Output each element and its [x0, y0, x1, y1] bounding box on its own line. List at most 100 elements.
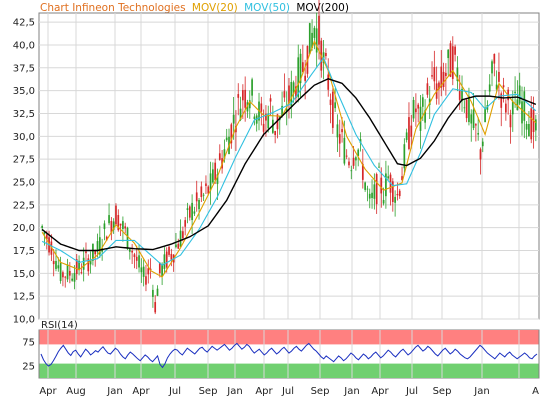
candle: [410, 114, 413, 149]
candle: [387, 165, 390, 180]
candle: [128, 248, 131, 260]
candle: [186, 202, 189, 224]
candle: [267, 105, 270, 133]
candle: [521, 86, 523, 136]
candle: [288, 78, 290, 119]
candle: [368, 188, 371, 209]
candle: [315, 12, 318, 69]
candle: [454, 44, 456, 62]
candle: [177, 238, 180, 250]
legend-mov50: MOV(50): [244, 2, 290, 14]
candle: [391, 178, 394, 212]
candle: [528, 111, 530, 137]
candle: [87, 254, 90, 276]
candle: [230, 122, 233, 149]
rsi-panel: 25 75 RSI(14): [22, 320, 540, 379]
candle: [73, 265, 76, 290]
candle: [94, 249, 97, 267]
candle: [200, 181, 203, 203]
candle: [260, 96, 263, 126]
candle: [449, 40, 452, 78]
price-tick-labels: 10,0 12,5 15,0 17,5 20,0 22,5 25,0 27,5 30,0 32,5…: [13, 18, 35, 326]
x-tick-label: Apr: [132, 386, 150, 397]
candle: [75, 253, 78, 280]
candle: [290, 70, 293, 119]
candle: [463, 100, 466, 113]
candle: [276, 113, 279, 139]
candle: [239, 96, 242, 122]
rsi-tick-labels: 25 75: [22, 338, 35, 373]
candle: [493, 53, 496, 77]
x-axis-labels: Apr Aug Jan Apr Jul Sep Jan Apr Jul Sep Jan Apr Jul S…: [39, 386, 539, 397]
candle: [509, 109, 512, 144]
candle: [89, 251, 92, 274]
mov20-line: [41, 39, 537, 278]
price-tick-label: 42,5: [13, 18, 35, 29]
candle: [205, 175, 207, 195]
candle: [126, 226, 129, 251]
candle: [447, 49, 450, 76]
candle: [426, 77, 429, 98]
price-tick-label: 32,5: [13, 109, 35, 120]
candle: [361, 149, 364, 189]
x-tick-label: Jul: [405, 386, 418, 397]
candle: [311, 19, 313, 51]
candle: [419, 95, 422, 149]
candle: [117, 209, 120, 232]
candle: [329, 93, 332, 124]
price-tick-label: 22,5: [13, 200, 35, 211]
candle: [301, 44, 304, 75]
candle: [336, 114, 339, 153]
candle: [147, 259, 150, 284]
price-plot-area: [38, 12, 540, 320]
candle: [158, 262, 161, 278]
candle: [468, 87, 470, 126]
candle: [415, 93, 417, 127]
candle: [154, 295, 157, 315]
x-tick-label: Jul: [168, 386, 181, 397]
legend-mov200: MOV(200): [296, 2, 349, 14]
candle: [251, 77, 253, 103]
candle: [85, 242, 87, 261]
candle: [313, 25, 316, 50]
candle: [378, 162, 380, 168]
candle: [495, 70, 498, 92]
candle: [52, 249, 55, 277]
candle: [145, 264, 147, 292]
x-tick-label: Aug: [66, 386, 86, 397]
candle: [122, 216, 124, 242]
rsi-bands: [39, 330, 539, 378]
x-tick-label: Sep: [199, 386, 218, 397]
candle: [479, 147, 482, 175]
candle: [518, 72, 521, 106]
candle: [318, 0, 320, 60]
candle: [156, 285, 159, 297]
candle: [202, 192, 205, 202]
candle: [403, 138, 406, 176]
rsi-tick-label: 25: [22, 362, 35, 373]
x-tick-label: Jan: [226, 386, 242, 397]
candle: [140, 258, 143, 283]
chart-title-text: Chart Infineon Technologies: [40, 2, 186, 14]
candle: [163, 247, 166, 274]
candle: [477, 116, 480, 141]
price-tick-label: 12,5: [13, 292, 35, 303]
candle: [412, 96, 415, 122]
candle: [331, 85, 334, 134]
candle: [218, 144, 221, 161]
candle: [82, 247, 85, 282]
candle: [115, 203, 117, 225]
candle: [371, 179, 373, 209]
candle: [55, 249, 57, 272]
candle: [281, 91, 283, 118]
candle: [366, 185, 369, 202]
candle: [461, 75, 463, 112]
candle: [385, 160, 387, 209]
candle: [394, 190, 396, 217]
candle: [242, 84, 244, 119]
candle: [431, 61, 433, 80]
x-tick-label: Jan: [473, 386, 489, 397]
x-tick-label: Apr: [255, 386, 273, 397]
candle: [364, 181, 366, 192]
candle: [401, 166, 403, 181]
